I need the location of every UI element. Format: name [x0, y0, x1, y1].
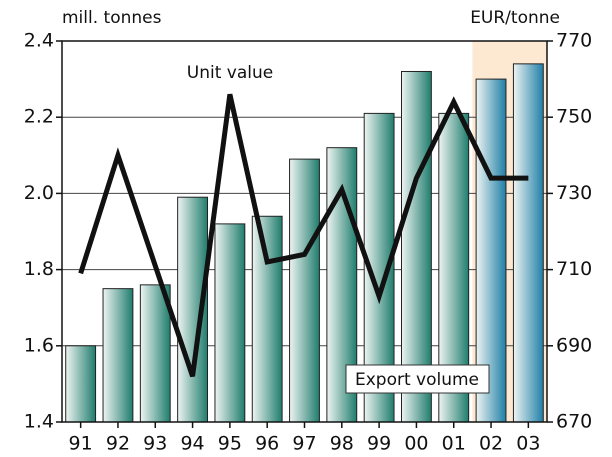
- x-tick-label: 94: [180, 433, 204, 455]
- x-tick-label: 97: [292, 433, 316, 455]
- y2-axis-label: EUR/tonne: [470, 8, 560, 28]
- bar: [289, 158, 320, 423]
- y-tick-label: 1.8: [24, 258, 54, 280]
- x-tick-label: 92: [106, 433, 130, 455]
- y-axis-label: mill. tonnes: [62, 8, 162, 28]
- bar: [139, 284, 171, 423]
- x-tick-label: 96: [255, 433, 279, 455]
- y2-tick-label: 690: [556, 334, 592, 356]
- bar: [102, 288, 134, 423]
- y2-tick-label: 750: [556, 106, 592, 128]
- series-label-box: [345, 364, 490, 394]
- bar: [251, 215, 283, 423]
- x-tick-label: 01: [442, 433, 466, 455]
- line: [78, 93, 529, 378]
- y-tick-label: 2.2: [24, 106, 54, 128]
- y-tick-label: 2.4: [24, 30, 54, 52]
- y-tick-label: 2.0: [24, 182, 54, 204]
- x-tick-label: 93: [143, 433, 167, 455]
- y2-tick-label: 730: [556, 182, 592, 204]
- y2-tick-label: 770: [556, 30, 592, 52]
- y2-tick-label: 670: [556, 411, 592, 433]
- x-tick-label: 99: [367, 433, 391, 455]
- bar: [214, 223, 246, 423]
- bar: [65, 345, 97, 423]
- series-label: Export volume: [355, 370, 479, 390]
- x-tick-label: 00: [404, 433, 428, 455]
- series-label: Unit value: [187, 63, 273, 83]
- y-tick-label: 1.6: [24, 334, 54, 356]
- bar: [401, 70, 432, 423]
- x-tick-label: 95: [218, 433, 242, 455]
- bar: [512, 63, 544, 423]
- y-tick-label: 1.4: [24, 411, 54, 433]
- x-tick-label: 03: [516, 433, 540, 455]
- y2-tick-label: 710: [556, 258, 592, 280]
- x-tick-label: 91: [69, 433, 93, 455]
- x-tick-label: 02: [479, 433, 503, 455]
- x-tick-label: 98: [330, 433, 354, 455]
